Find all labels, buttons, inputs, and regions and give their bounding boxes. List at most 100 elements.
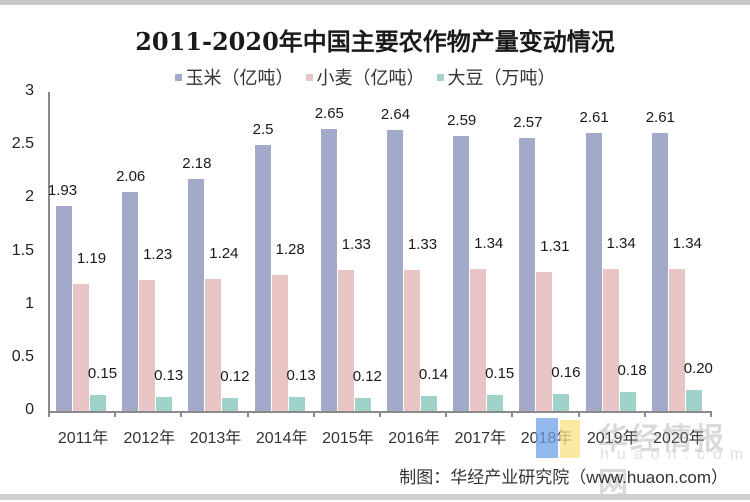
bar — [73, 284, 89, 411]
bar — [421, 396, 437, 411]
legend-label: 小麦（亿吨） — [316, 68, 425, 88]
bar — [254, 145, 271, 411]
bar — [404, 269, 420, 411]
data-label: 2.61 — [645, 109, 675, 127]
legend: 玉米（亿吨） 小麦（亿吨） 大豆（万吨） — [0, 64, 750, 90]
x-tick-label: 2015年 — [322, 430, 374, 447]
bar — [487, 395, 504, 411]
y-tick-label: 0 — [25, 401, 34, 418]
x-tick-mark — [246, 411, 249, 417]
bar — [271, 274, 288, 411]
data-label: 2.06 — [116, 167, 146, 185]
chart-title: 2011-2020年中国主要农作物产量变动情况 — [135, 27, 615, 56]
bar — [602, 268, 619, 411]
x-tick-mark — [180, 411, 183, 417]
data-label: 1.33 — [341, 235, 371, 253]
data-label: 0.20 — [683, 359, 713, 377]
data-label: 2.59 — [447, 111, 477, 129]
data-label: 0.13 — [154, 367, 184, 385]
legend-swatch — [436, 73, 444, 81]
watermark-logo-accent — [560, 420, 580, 458]
x-tick-label: 2011年 — [57, 430, 109, 447]
bar — [668, 268, 685, 411]
bar — [156, 397, 173, 411]
x-tick-mark — [48, 411, 50, 417]
x-tick-label: 2019年 — [586, 430, 639, 447]
data-label: 1.34 — [606, 234, 636, 252]
data-label: 2.64 — [380, 106, 411, 124]
bar — [519, 137, 536, 411]
legend-label: 大豆（万吨） — [447, 68, 556, 88]
data-label: 0.15 — [485, 365, 515, 383]
x-tick-label: 2016年 — [388, 430, 440, 447]
watermark-subtext: huaon.com — [600, 446, 750, 463]
legend-swatch — [174, 73, 182, 81]
data-label: 1.31 — [540, 237, 570, 255]
bar — [585, 133, 602, 411]
data-label: 1.33 — [407, 235, 438, 253]
bar — [337, 269, 354, 411]
data-label: 2.61 — [579, 109, 609, 127]
x-tick-mark — [577, 411, 580, 417]
data-label: 0.16 — [551, 363, 581, 381]
watermark-logo — [536, 418, 558, 458]
legend-swatch — [305, 73, 313, 81]
bar — [470, 268, 487, 411]
y-tick-label: 1 — [25, 294, 34, 312]
data-label: 0.12 — [220, 368, 250, 386]
x-tick-mark — [445, 411, 448, 417]
data-label: 0.12 — [352, 368, 382, 386]
bar — [288, 397, 305, 411]
x-tick-mark — [379, 411, 381, 417]
bar — [222, 398, 239, 411]
y-tick-label: 2 — [25, 188, 34, 206]
legend-item: 小麦（亿吨） — [305, 64, 425, 90]
bar — [685, 389, 702, 411]
x-tick-mark — [643, 411, 646, 417]
bar — [536, 271, 553, 411]
bottom-border — [0, 494, 750, 500]
legend-label: 玉米（亿吨） — [185, 68, 294, 88]
x-tick-mark — [114, 411, 117, 417]
bar — [453, 135, 470, 411]
bar — [320, 129, 337, 411]
data-label: 0.14 — [418, 366, 449, 384]
bar — [553, 393, 570, 411]
data-label: 2.18 — [182, 155, 212, 173]
bar — [354, 398, 371, 411]
data-label: 1.34 — [672, 234, 702, 252]
y-tick-label: 0.5 — [11, 347, 34, 365]
data-label: 1.19 — [76, 250, 107, 268]
bar — [90, 395, 106, 411]
x-tick-label: 2020年 — [653, 430, 705, 447]
x-tick-label: 2013年 — [189, 430, 242, 447]
top-border — [0, 0, 750, 5]
data-label: 0.15 — [87, 365, 118, 383]
data-label: 1.24 — [209, 245, 239, 263]
x-tick-label: 2014年 — [255, 430, 308, 447]
y-axis — [48, 92, 50, 412]
y-tick-label: 2.5 — [11, 135, 34, 153]
y-tick-label: 1.5 — [11, 241, 34, 259]
data-label: 1.93 — [47, 181, 78, 199]
data-label: 1.23 — [143, 246, 173, 264]
legend-item: 玉米（亿吨） — [174, 64, 294, 90]
bar — [651, 133, 668, 411]
bar — [139, 280, 156, 411]
x-tick-label: 2012年 — [123, 430, 176, 447]
data-label: 2.65 — [314, 105, 344, 123]
x-tick-label: 2017年 — [454, 430, 507, 447]
bar — [188, 179, 205, 411]
legend-item: 大豆（万吨） — [436, 64, 556, 90]
x-tick-mark — [710, 411, 712, 417]
bar — [56, 205, 72, 411]
x-tick-mark — [312, 411, 315, 417]
bar — [387, 130, 403, 411]
bar — [619, 391, 636, 411]
data-label: 0.13 — [286, 367, 316, 385]
x-tick-mark — [511, 411, 514, 417]
source-note: 制图：华经产业研究院（www.huaon.com） — [399, 468, 728, 487]
data-label: 1.28 — [275, 240, 305, 258]
y-tick-label: 3 — [25, 82, 34, 99]
